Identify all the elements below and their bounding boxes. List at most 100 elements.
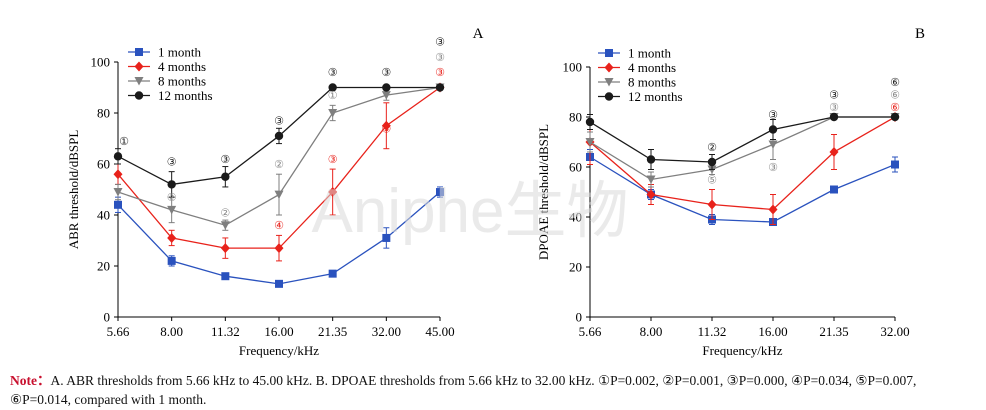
data-point bbox=[274, 131, 284, 141]
x-tick-label: 16.00 bbox=[758, 324, 787, 339]
data-point bbox=[768, 125, 778, 134]
legend-marker bbox=[134, 61, 144, 72]
data-point bbox=[113, 169, 123, 180]
significance-marker: ③ bbox=[768, 110, 778, 122]
significance-marker: ③ bbox=[167, 156, 177, 168]
data-point bbox=[275, 279, 283, 288]
data-point bbox=[768, 140, 778, 149]
significance-marker: ⑥ bbox=[890, 90, 900, 102]
y-tick-label: 0 bbox=[576, 310, 583, 325]
data-point bbox=[585, 117, 595, 127]
data-point bbox=[768, 204, 778, 215]
significance-marker: ② bbox=[274, 159, 284, 171]
significance-marker: ① bbox=[119, 136, 129, 148]
data-point bbox=[328, 269, 337, 278]
series-4-months bbox=[113, 82, 445, 262]
data-point bbox=[221, 272, 230, 281]
data-point bbox=[381, 120, 391, 131]
legend-label: 8 months bbox=[158, 74, 206, 89]
data-point bbox=[382, 83, 391, 92]
data-point bbox=[381, 91, 391, 100]
significance-marker: ② bbox=[167, 192, 177, 204]
significance-marker: ③ bbox=[381, 67, 391, 79]
data-point bbox=[435, 83, 445, 92]
significance-marker: ⑥ bbox=[890, 102, 900, 114]
data-point bbox=[114, 200, 122, 209]
y-tick-label: 0 bbox=[104, 310, 111, 325]
data-point bbox=[167, 180, 176, 189]
significance-marker: ③ bbox=[381, 123, 391, 135]
panel-label: A bbox=[473, 26, 484, 42]
series-line bbox=[589, 116, 895, 163]
significance-marker: ③ bbox=[220, 154, 230, 166]
legend-marker bbox=[134, 77, 144, 86]
data-point bbox=[891, 160, 899, 169]
y-tick-label: 20 bbox=[97, 259, 110, 274]
significance-marker: ③ bbox=[435, 67, 445, 79]
y-axis-title: ABR threshold/dBSPL bbox=[66, 130, 81, 250]
y-tick-label: 40 bbox=[97, 208, 110, 223]
data-point bbox=[646, 175, 656, 184]
y-tick-label: 60 bbox=[97, 157, 110, 172]
significance-marker: ③ bbox=[435, 52, 445, 64]
y-tick-label: 80 bbox=[97, 106, 110, 121]
data-point bbox=[829, 147, 839, 157]
data-point bbox=[167, 205, 177, 215]
significance-marker: ③ bbox=[274, 116, 284, 128]
significance-marker: ③ bbox=[328, 67, 338, 79]
x-tick-label: 5.66 bbox=[107, 324, 130, 339]
data-point bbox=[220, 243, 230, 254]
legend-label: 1 month bbox=[628, 46, 671, 61]
x-tick-label: 45.00 bbox=[425, 324, 454, 339]
series-line bbox=[589, 116, 895, 181]
panel-b-dpoae-chart: 0 20 40 60 80 100 5.66 8.00 11.32 16.00 21.35 32.00… bbox=[536, 26, 925, 358]
significance-marker: ③ bbox=[829, 102, 839, 114]
y-axis-title: DPOAE threshold/dBSPL bbox=[536, 124, 551, 260]
legend-label: 4 months bbox=[628, 60, 676, 75]
legend-label: 8 months bbox=[628, 75, 676, 90]
x-tick-label: 8.00 bbox=[640, 324, 663, 339]
x-axis-title: Frequency/kHz bbox=[239, 343, 319, 358]
legend-marker bbox=[604, 62, 614, 73]
legend-label: 4 months bbox=[158, 59, 206, 74]
data-point bbox=[382, 233, 391, 242]
significance-marker: ④ bbox=[274, 220, 284, 232]
series-12-months bbox=[113, 83, 445, 198]
note-label: Note： bbox=[10, 373, 51, 388]
figure-canvas: 0 20 40 60 80 100 5.66 8.00 11.32 16.00 21.35 32.00… bbox=[66, 26, 925, 358]
data-point bbox=[707, 199, 717, 210]
legend-label: 12 months bbox=[628, 89, 683, 104]
series-line bbox=[589, 116, 896, 211]
data-point bbox=[436, 188, 444, 197]
significance-marker: ② bbox=[707, 142, 717, 154]
data-point bbox=[220, 221, 230, 230]
panel-label: B bbox=[915, 26, 925, 42]
data-point bbox=[890, 112, 900, 122]
data-point bbox=[167, 232, 177, 243]
y-tick-label: 80 bbox=[569, 110, 582, 125]
x-tick-label: 8.00 bbox=[160, 324, 183, 339]
legend-label: 1 month bbox=[158, 45, 201, 60]
significance-marker: ① bbox=[328, 90, 338, 102]
note-text: A. ABR thresholds from 5.66 kHz to 45.00… bbox=[10, 373, 917, 407]
legend-marker bbox=[134, 91, 144, 100]
series-12-months bbox=[585, 112, 900, 170]
data-point bbox=[113, 152, 123, 161]
data-point bbox=[707, 157, 717, 167]
legend-marker bbox=[135, 48, 143, 56]
legend-marker bbox=[604, 78, 614, 87]
data-point bbox=[585, 138, 595, 147]
significance-marker: ⑥ bbox=[890, 77, 900, 89]
x-tick-label: 32.00 bbox=[372, 324, 401, 339]
series-line bbox=[589, 156, 896, 223]
x-tick-label: 16.00 bbox=[264, 324, 293, 339]
x-tick-label: 21.35 bbox=[318, 324, 347, 339]
series-8-months bbox=[585, 113, 900, 188]
x-tick-label: 11.32 bbox=[698, 324, 727, 339]
y-tick-label: 20 bbox=[569, 260, 582, 275]
data-point bbox=[274, 190, 284, 200]
data-point bbox=[830, 185, 838, 194]
x-axis-title: Frequency/kHz bbox=[702, 343, 782, 358]
